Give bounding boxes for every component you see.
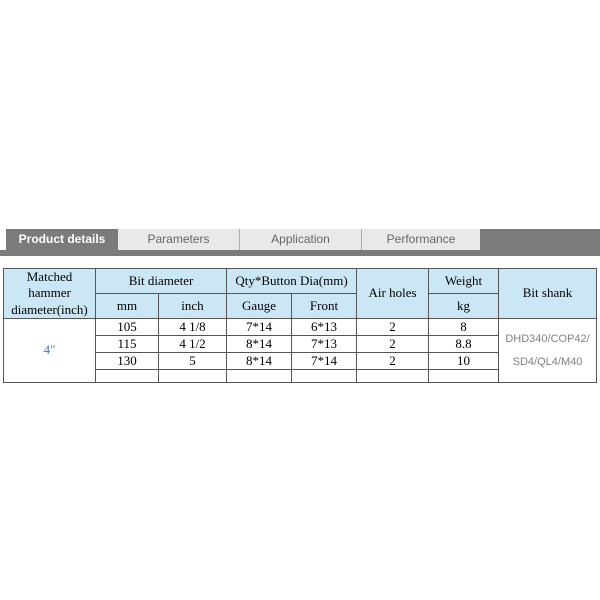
spec-table: Matched hammer diameter(inch) Bit diamet… [3,268,598,383]
cell-air-holes: 2 [356,334,430,353]
header-qty-button-dia: Qty*Button Dia(mm) [225,268,358,294]
cell-empty [158,368,227,383]
cell-mm: 115 [95,334,159,353]
cell-gauge: 8*14 [226,334,292,353]
cell-front: 6*13 [290,317,358,336]
cell-mm: 105 [95,317,159,336]
cell-inch: 4 1/2 [158,334,227,353]
subheader-inch: inch [158,292,227,319]
cell-gauge: 8*14 [226,351,292,370]
cell-air-holes: 2 [356,351,430,370]
cell-empty [428,368,500,383]
header-matched-hammer: Matched hammer diameter(inch) [3,268,96,319]
cell-weight-kg: 10 [428,351,500,370]
cell-air-holes: 2 [356,317,430,336]
header-weight: Weight [428,268,500,294]
header-bit-shank: Bit shank [498,268,598,319]
cell-front: 7*13 [290,334,358,353]
cell-mm: 130 [95,351,159,370]
cell-empty [95,368,159,383]
cell-matched-hammer-value: 4" [3,317,96,383]
subheader-mm: mm [95,292,159,319]
tab-parameters[interactable]: Parameters [118,229,240,250]
cell-weight-kg: 8.8 [428,334,500,353]
cell-weight-kg: 8 [428,317,500,336]
tab-bar: Product details Parameters Application P… [0,229,600,256]
cell-empty [356,368,430,383]
cell-inch: 4 1/8 [158,317,227,336]
tab-application[interactable]: Application [240,229,362,250]
cell-front: 7*14 [290,351,358,370]
tab-performance[interactable]: Performance [362,229,480,250]
cell-bit-shank-value: DHD340/COP42/ SD4/QL4/M40 [498,317,598,383]
subheader-kg: kg [428,292,500,319]
cell-inch: 5 [158,351,227,370]
cell-empty [290,368,358,383]
bit-shank-line-2: SD4/QL4/M40 [512,355,583,368]
tabs-row: Product details Parameters Application P… [6,229,600,250]
header-bit-diameter: Bit diameter [95,268,227,294]
subheader-gauge: Gauge [226,292,292,319]
tab-bar-bottom-strip [0,250,600,256]
cell-gauge: 7*14 [226,317,292,336]
tab-product-details[interactable]: Product details [6,229,118,250]
subheader-front: Front [290,292,358,319]
cell-empty [226,368,292,383]
header-air-holes: Air holes [356,268,430,319]
tab-bar-filler [480,229,600,250]
bit-shank-line-1: DHD340/COP42/ [505,332,590,345]
spec-table-container: Matched hammer diameter(inch) Bit diamet… [3,268,598,383]
